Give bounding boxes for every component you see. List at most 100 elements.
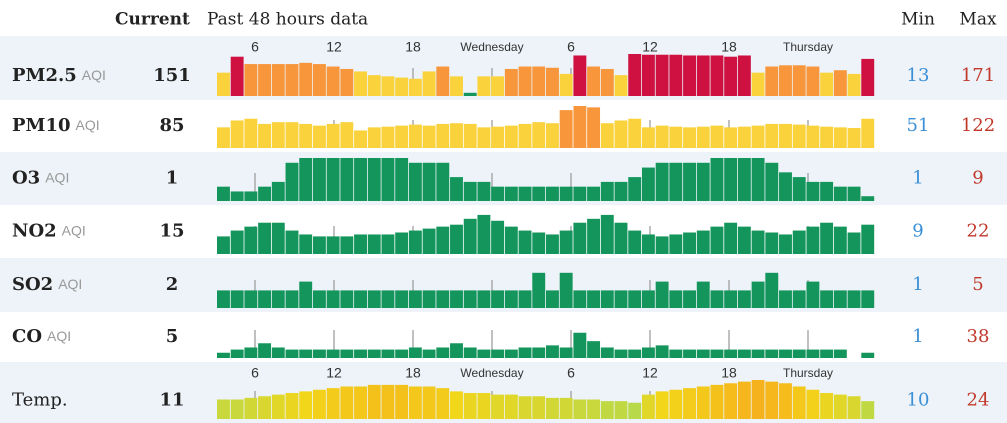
bar [559,230,573,254]
bar [477,181,491,201]
bar [244,397,258,419]
bar [655,236,669,254]
bar [779,349,792,358]
header-current: Current [115,10,190,30]
time-label: 6 [567,39,575,55]
bar [724,127,738,148]
bar [559,272,573,308]
bar [491,394,505,419]
row-label: SO2 [12,274,53,295]
bar [669,389,683,419]
bar [491,186,505,201]
bar [381,384,395,419]
bar [463,347,477,358]
row-label: PM10 [12,115,71,136]
bar [847,290,861,308]
bar [422,290,436,308]
bar [285,349,299,358]
bar [271,122,285,148]
bar [696,162,710,201]
bar [614,290,628,308]
row-unit: AQI [76,117,100,133]
bar [546,290,559,308]
bar [354,386,367,419]
time-label: 6 [567,365,575,381]
min-value: 13 [907,65,930,86]
bar [299,62,313,96]
bar [422,71,436,96]
min-value: 51 [907,115,930,136]
bar [792,290,806,308]
bar [587,218,601,254]
current-value: 15 [159,221,184,242]
bar [230,56,244,96]
row-name: Temp. [12,390,68,411]
bar [737,290,751,308]
bar [217,290,230,308]
bar [244,118,258,148]
min-value: 1 [912,274,923,295]
min-value: 9 [912,221,923,242]
bar [710,158,724,201]
bar [710,349,724,358]
bar [367,384,381,419]
bar [463,92,477,96]
bar [820,393,834,419]
bar [354,158,367,201]
bar [285,162,299,201]
bar [504,226,518,254]
bar [614,181,628,201]
bar [655,391,669,419]
bar [312,125,326,148]
bar [532,347,546,358]
bar [669,162,683,201]
bar [422,386,436,419]
bar [326,349,340,358]
row-label: PM2.5 [12,65,77,86]
bar [833,290,847,308]
bar [491,349,505,358]
bar [217,399,230,419]
bar [271,394,285,419]
bar [614,401,628,419]
bar [395,349,409,358]
bar [477,214,491,254]
bar [491,290,505,308]
bar [628,177,642,201]
current-value: 85 [159,115,184,136]
bar [436,66,450,96]
bar [600,68,614,96]
bar [641,54,655,96]
bar [683,55,696,96]
bar [408,386,422,419]
row-name: O3 AQI [12,168,69,189]
bar [381,349,395,358]
bar [710,290,724,308]
time-label: 18 [405,39,421,55]
bar [696,386,710,419]
bar [669,290,683,308]
bar [683,127,696,148]
current-value: 151 [153,65,191,86]
bar [779,123,792,148]
bar [477,290,491,308]
bar [806,281,820,308]
bar [861,196,875,201]
bar [518,186,532,201]
bar [463,393,477,419]
bar [463,290,477,308]
bar [395,384,409,419]
row-unit: AQI [45,169,69,185]
bar [285,122,299,148]
bar [217,236,230,254]
bar [820,290,834,308]
bar [696,349,710,358]
bar [792,65,806,96]
bar [806,125,820,148]
bar [258,290,272,308]
bar [792,386,806,419]
bar [806,389,820,419]
bar [820,126,834,148]
bar [436,388,450,419]
bar [573,332,587,358]
